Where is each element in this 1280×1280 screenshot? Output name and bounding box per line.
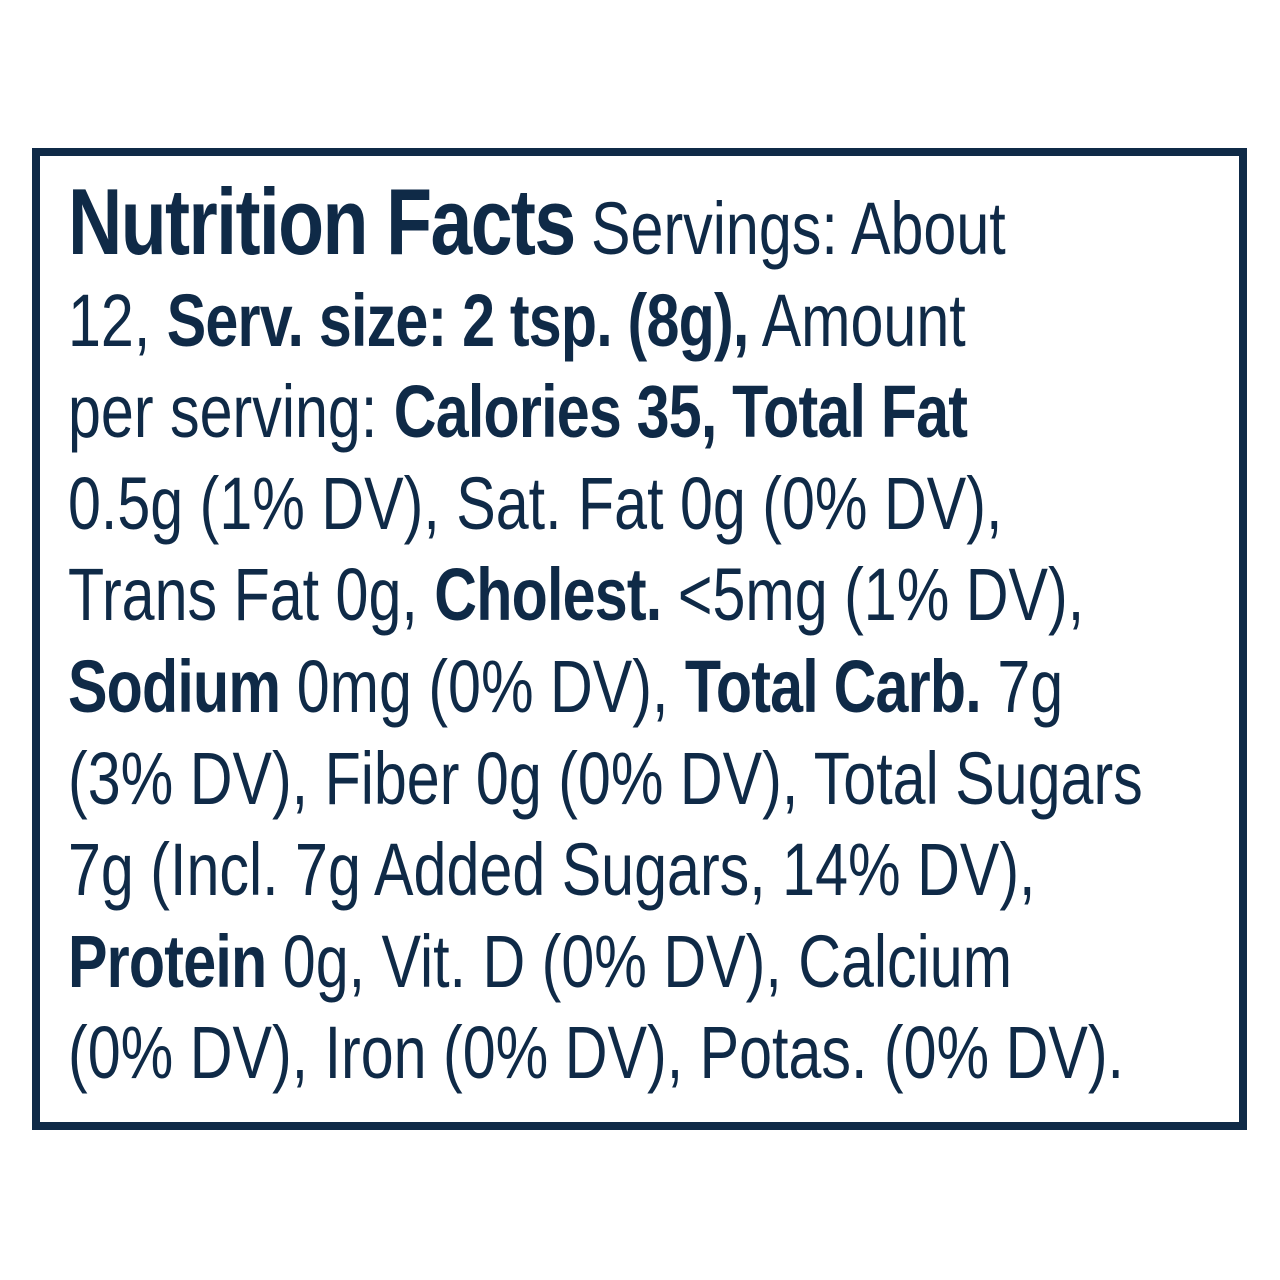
label-line: Nutrition Facts Servings: About — [68, 175, 1268, 275]
label-line: Sodium 0mg (0% DV), Total Carb. 7g — [68, 641, 1268, 733]
label-text: per serving: — [68, 370, 394, 454]
label-bold-text: Serv. size: 2 tsp. (8g), — [166, 278, 750, 362]
label-border — [32, 148, 1247, 1130]
label-line: 12, Serv. size: 2 tsp. (8g), Amount — [68, 275, 1268, 367]
label-text: 0g, Vit. D (0% DV), Calcium — [266, 919, 1013, 1003]
label-text: (0% DV), Iron (0% DV), Potas. (0% DV). — [68, 1011, 1125, 1095]
label-bold-text: Calories 35, Total Fat — [393, 370, 968, 454]
label-text: 0mg (0% DV), — [280, 644, 685, 728]
label-line: (3% DV), Fiber 0g (0% DV), Total Sugars — [68, 733, 1268, 825]
label-line: Trans Fat 0g, Cholest. <5mg (1% DV), — [68, 549, 1268, 641]
title: Nutrition Facts — [68, 169, 576, 274]
label-text: (3% DV), Fiber 0g (0% DV), Total Sugars — [68, 736, 1143, 820]
label-bold-text: Total Carb. — [684, 644, 982, 728]
label-line: 0.5g (1% DV), Sat. Fat 0g (0% DV), — [68, 458, 1268, 550]
label-text: Amount — [748, 278, 966, 362]
label-text: Servings: About — [574, 187, 1006, 270]
label-bold-text: Cholest. — [434, 553, 662, 637]
label-text: 7g (Incl. 7g Added Sugars, 14% DV), — [68, 828, 1036, 912]
label-text: 7g — [980, 644, 1064, 728]
label-bold-text: Sodium — [68, 644, 281, 728]
label-bold-text: Protein — [68, 919, 267, 1003]
label-text: Trans Fat 0g, — [68, 553, 435, 637]
label-line: (0% DV), Iron (0% DV), Potas. (0% DV). — [68, 1007, 1268, 1099]
label-text: 0.5g (1% DV), Sat. Fat 0g (0% DV), — [68, 461, 1003, 545]
nutrition-label: Nutrition Facts Servings: About 12, Serv… — [68, 175, 1280, 1099]
label-text: <5mg (1% DV), — [661, 553, 1085, 637]
label-line: Protein 0g, Vit. D (0% DV), Calcium — [68, 916, 1268, 1008]
label-line: per serving: Calories 35, Total Fat — [68, 366, 1268, 458]
label-text: 12, — [68, 278, 167, 362]
label-line: 7g (Incl. 7g Added Sugars, 14% DV), — [68, 824, 1268, 916]
